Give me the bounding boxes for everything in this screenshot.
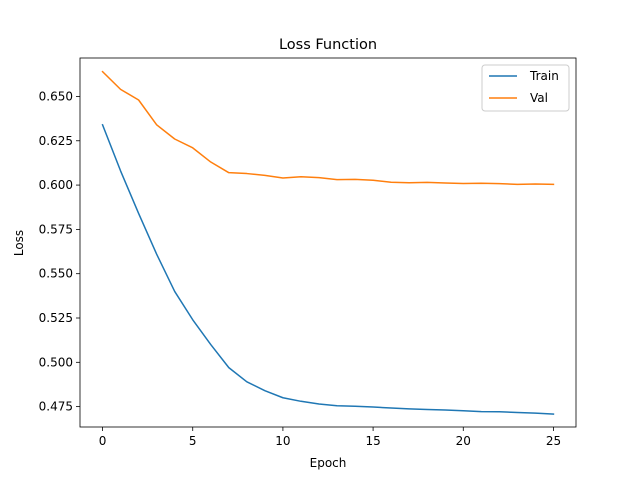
y-tick-label: 0.625 (39, 134, 73, 148)
series-line-val (101, 70, 555, 186)
legend-label-train: Train (529, 69, 559, 83)
y-tick-label: 0.650 (39, 89, 73, 103)
y-tick-label: 0.550 (39, 267, 73, 281)
y-axis: 0.475 0.500 0.525 0.550 0.575 0.600 0.625 0.650 (39, 89, 80, 414)
chart-title: Loss Function (279, 37, 377, 53)
y-tick-label: 0.500 (39, 355, 73, 369)
x-tick-label: 20 (456, 434, 471, 448)
y-tick-label: 0.475 (39, 400, 73, 414)
x-axis-label: Epoch (310, 456, 347, 470)
plot-area (101, 70, 555, 415)
y-axis-label: Loss (12, 230, 26, 256)
x-tick-label: 0 (99, 434, 107, 448)
x-tick-label: 10 (275, 434, 290, 448)
y-tick-label: 0.575 (39, 222, 73, 236)
legend: Train Val (481, 64, 570, 112)
x-tick-label: 5 (189, 434, 197, 448)
y-tick-label: 0.600 (39, 178, 73, 192)
series-line-train (101, 123, 555, 415)
axes-frame (79, 57, 577, 428)
y-tick-label: 0.525 (39, 311, 73, 325)
x-tick-label: 25 (546, 434, 561, 448)
x-tick-label: 15 (365, 434, 380, 448)
legend-label-val: Val (530, 91, 548, 105)
x-axis: 0 5 10 15 20 25 (99, 427, 561, 448)
